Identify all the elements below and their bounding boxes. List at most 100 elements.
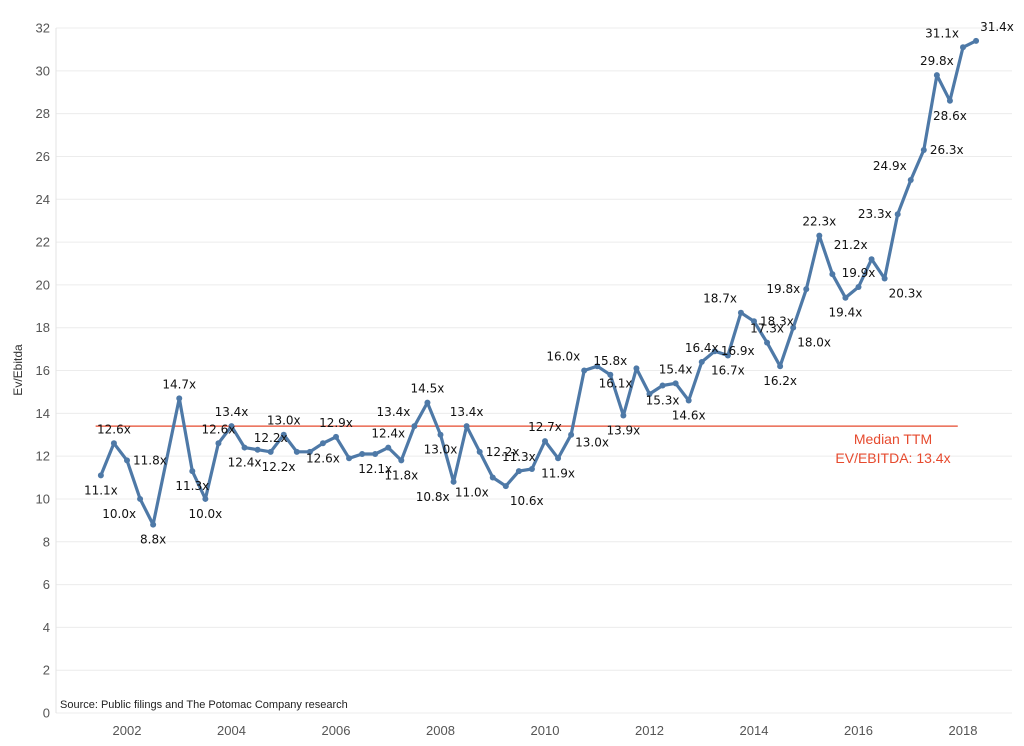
data-label: 13.4x (377, 405, 411, 419)
data-label: 13.4x (450, 405, 484, 419)
data-point (542, 438, 548, 445)
data-point (724, 352, 731, 359)
x-tick-label: 2008 (426, 723, 455, 738)
data-point (711, 348, 718, 355)
data-point (424, 399, 431, 406)
data-point (933, 72, 940, 79)
data-label: 18.0x (797, 336, 831, 350)
data-label: 13.4x (215, 405, 249, 419)
data-label: 12.2x (254, 431, 288, 445)
data-label: 12.7x (528, 420, 562, 434)
data-label: 13.0x (424, 443, 458, 457)
data-point (646, 391, 653, 398)
y-tick-label: 4 (43, 620, 50, 635)
data-label: 19.9x (842, 266, 876, 280)
data-point (607, 371, 614, 378)
data-point (764, 339, 771, 346)
data-point (868, 256, 875, 263)
data-point (528, 465, 535, 472)
y-tick-label: 32 (36, 21, 50, 36)
data-point (450, 478, 457, 485)
data-point (97, 472, 104, 479)
data-label: 18.7x (703, 292, 737, 306)
data-label: 12.4x (371, 427, 405, 441)
data-point (385, 444, 392, 451)
data-label: 11.8x (384, 468, 418, 482)
data-point (515, 468, 522, 475)
data-label: 15.8x (593, 354, 627, 368)
data-point (489, 474, 496, 481)
data-point (594, 363, 601, 370)
data-label: 24.9x (873, 159, 907, 173)
data-label: 26.3x (930, 143, 964, 157)
data-label: 17.3x (750, 322, 784, 336)
data-label: 29.8x (920, 54, 954, 68)
x-tick-label: 2016 (844, 723, 873, 738)
y-tick-label: 28 (36, 106, 50, 121)
data-point (202, 495, 209, 502)
data-point (920, 147, 927, 154)
data-label: 16.0x (546, 350, 580, 364)
data-point (372, 450, 379, 457)
x-tick-label: 2006 (322, 723, 351, 738)
data-label: 8.8x (140, 533, 166, 547)
data-label: 16.7x (711, 364, 745, 378)
data-label: 16.2x (763, 374, 797, 388)
data-point (659, 382, 666, 389)
data-label: 12.6x (97, 422, 131, 436)
y-tick-label: 22 (36, 235, 50, 250)
median-annotation-line1: Median TTM (854, 431, 932, 447)
data-point (176, 395, 183, 402)
data-label: 28.6x (933, 109, 967, 123)
data-point (476, 448, 483, 455)
y-tick-label: 30 (36, 63, 50, 78)
data-label: 16.9x (721, 344, 755, 358)
gridlines (55, 27, 1012, 714)
data-label: 15.3x (646, 393, 680, 407)
data-point (894, 211, 901, 218)
data-point (411, 423, 418, 430)
data-label: 14.7x (162, 377, 196, 391)
data-point (803, 286, 810, 293)
data-point (751, 318, 757, 325)
data-label: 11.3x (175, 479, 209, 493)
data-point (790, 324, 797, 331)
y-tick-label: 10 (36, 491, 50, 506)
data-point (463, 423, 470, 430)
x-tick-label: 2004 (217, 723, 246, 738)
data-point (137, 495, 144, 502)
data-label: 10.6x (510, 494, 544, 508)
data-point (581, 367, 588, 374)
data-point (816, 232, 823, 239)
data-label: 12.9x (319, 416, 353, 430)
data-label: 13.9x (606, 423, 640, 437)
data-label: 16.4x (685, 341, 719, 355)
y-tick-label: 14 (36, 406, 50, 421)
y-tick-label: 24 (36, 192, 50, 207)
x-tick-label: 2014 (740, 723, 769, 738)
data-label: 18.3x (760, 314, 794, 328)
data-point (228, 423, 235, 430)
data-point (946, 97, 953, 104)
data-label: 14.5x (411, 382, 445, 396)
y-tick-label: 20 (36, 277, 50, 292)
data-point (306, 448, 313, 455)
data-label: 12.2x (486, 445, 520, 459)
data-label: 21.2x (834, 238, 868, 252)
data-point (960, 44, 966, 51)
data-point (359, 450, 366, 457)
data-label: 19.8x (766, 282, 800, 296)
y-tick-label: 8 (43, 534, 50, 549)
x-tick-label: 2012 (635, 723, 664, 738)
y-tick-label: 2 (43, 663, 50, 678)
data-point (124, 457, 130, 464)
data-label: 12.6x (306, 451, 340, 465)
data-label: 13.0x (267, 414, 301, 428)
data-point (633, 365, 640, 372)
data-point (855, 284, 862, 291)
data-point (215, 440, 222, 447)
data-label: 12.2x (262, 460, 296, 474)
data-point (150, 521, 157, 528)
data-point (319, 440, 326, 447)
